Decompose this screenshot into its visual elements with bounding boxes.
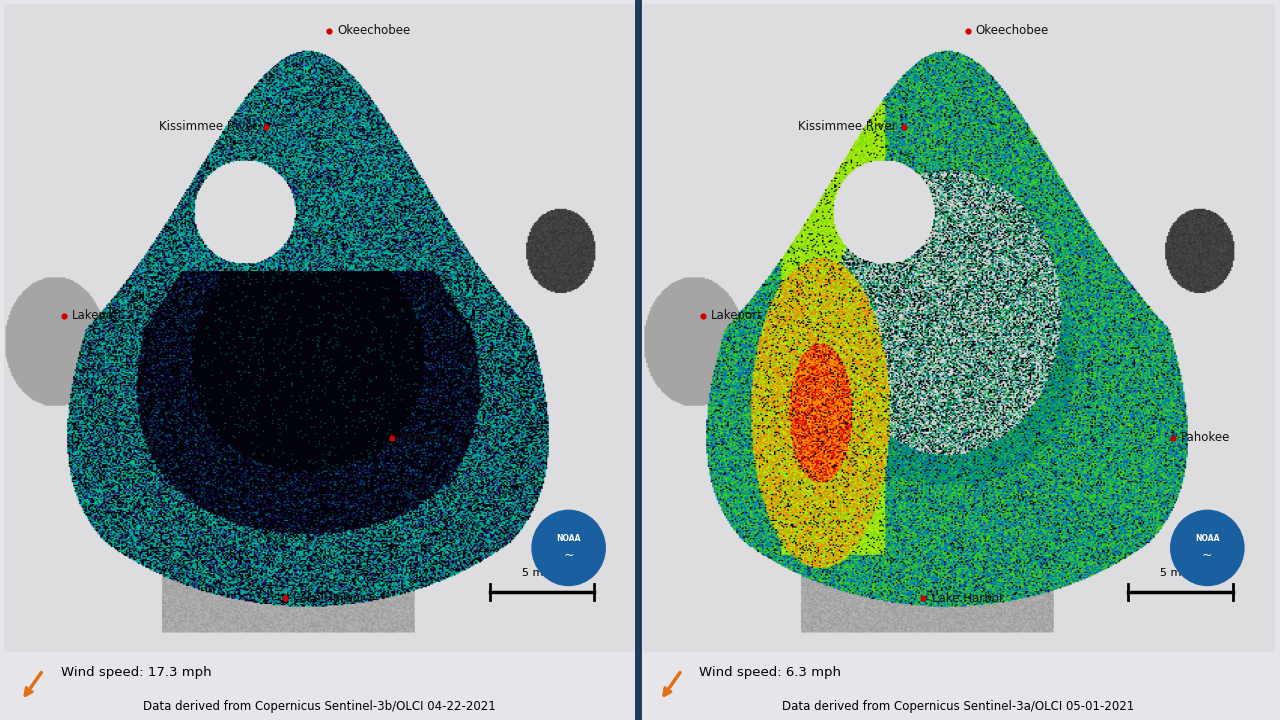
Text: Okeechobee: Okeechobee (975, 24, 1050, 37)
Text: Lakeport: Lakeport (710, 310, 763, 323)
Circle shape (1171, 510, 1244, 585)
Text: Lake Harbor: Lake Harbor (293, 592, 365, 605)
Text: NOAA: NOAA (1196, 534, 1220, 543)
Text: Kissimmee River: Kissimmee River (159, 120, 257, 133)
Text: Data derived from Copernicus Sentinel-3b/OLCI 04-22-2021: Data derived from Copernicus Sentinel-3b… (143, 700, 495, 713)
Text: Lake Harbor: Lake Harbor (932, 592, 1004, 605)
Text: Data derived from Copernicus Sentinel-3a/OLCI 05-01-2021: Data derived from Copernicus Sentinel-3a… (782, 700, 1134, 713)
Text: ~: ~ (1202, 549, 1212, 562)
Text: 5 miles: 5 miles (522, 568, 562, 577)
Text: Kissimmee River: Kissimmee River (797, 120, 896, 133)
Circle shape (532, 510, 605, 585)
Text: Lakeport: Lakeport (72, 310, 124, 323)
Text: Pahokee: Pahokee (1181, 431, 1230, 444)
Text: Pahokee: Pahokee (401, 431, 449, 444)
Text: Wind speed: 6.3 mph: Wind speed: 6.3 mph (699, 667, 841, 680)
Text: 5 miles: 5 miles (1161, 568, 1201, 577)
Text: Wind speed: 17.3 mph: Wind speed: 17.3 mph (60, 667, 211, 680)
Text: Okeechobee: Okeechobee (337, 24, 411, 37)
Text: NOAA: NOAA (557, 534, 581, 543)
Text: ~: ~ (563, 549, 573, 562)
